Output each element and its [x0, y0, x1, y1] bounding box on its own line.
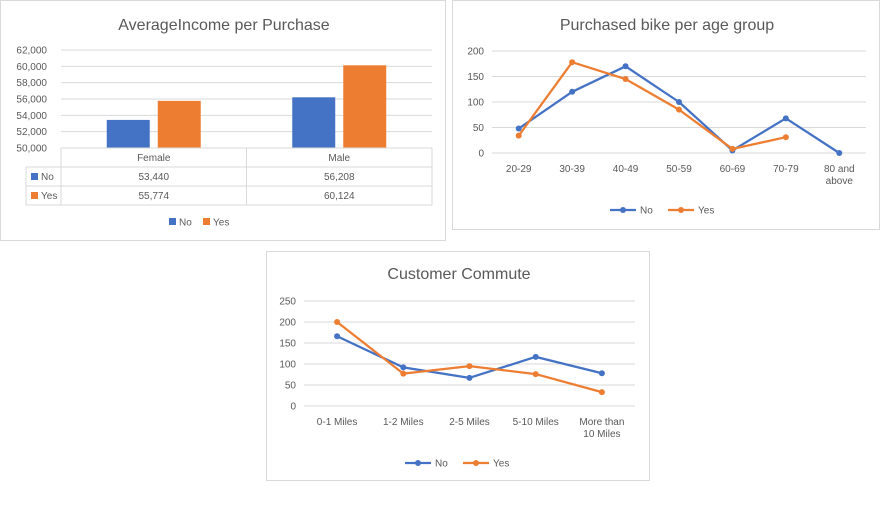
age-chart: Purchased bike per age group 0 50 100 150 200…	[467, 17, 866, 217]
legend-marker-no	[415, 460, 421, 466]
data-point-no	[622, 63, 629, 70]
table-value: 56,208	[324, 172, 355, 183]
legend-label-yes: Yes	[698, 206, 714, 217]
data-point-yes	[729, 145, 736, 152]
x-tick-label: 0-1 Miles	[317, 417, 358, 428]
data-point-no	[334, 333, 341, 340]
data-point-yes	[676, 106, 682, 113]
legend-label-yes: Yes	[493, 459, 509, 470]
y-tick-label: 52,000	[16, 127, 47, 138]
legend-label-yes: Yes	[213, 218, 229, 229]
data-point-yes	[515, 132, 522, 139]
y-tick-label: 0	[290, 402, 296, 413]
commute-chart: Customer Commute 0 50 100 150 200 250 0-1 Miles…	[279, 266, 635, 470]
x-tick-label: 30-39	[559, 164, 585, 175]
y-tick-label: 50,000	[16, 144, 47, 155]
data-point-no	[676, 99, 682, 105]
data-point-yes	[334, 319, 341, 325]
y-tick-label: 200	[467, 47, 484, 58]
x-category-label: Female	[137, 153, 171, 164]
y-tick-label: 50	[473, 123, 485, 134]
commute-chart-panel: Customer Commute 0 50 100 150 200 250 0-1 Miles…	[266, 251, 650, 481]
y-tick-label: 0	[478, 149, 484, 160]
y-tick-label: 60,000	[16, 62, 47, 73]
data-point-yes	[782, 134, 789, 141]
data-point-yes	[532, 371, 539, 378]
legend-label-no: No	[640, 206, 653, 217]
data-point-no	[400, 364, 407, 371]
series-line-yes	[517, 61, 787, 151]
bar-yes	[343, 65, 387, 148]
table-value: 53,440	[138, 172, 169, 183]
table-series-name: No	[41, 172, 54, 183]
table-series-name: Yes	[41, 191, 57, 202]
data-point-no	[782, 115, 789, 122]
table-swatch-yes	[31, 192, 38, 199]
bar-yes	[157, 100, 201, 148]
bar-no	[106, 119, 150, 148]
y-tick-label: 50	[285, 381, 297, 392]
y-tick-label: 62,000	[16, 46, 47, 57]
y-tick-label: 250	[279, 297, 296, 308]
x-tick-label: 2-5 Miles	[449, 417, 490, 428]
chart-title: Purchased bike per age group	[560, 17, 774, 34]
income-chart: AverageIncome per Purchase 50,000 52,000 54…	[16, 17, 433, 229]
y-tick-label: 100	[467, 98, 484, 109]
table-value: 60,124	[324, 191, 355, 202]
data-point-no	[598, 370, 605, 377]
data-point-no	[466, 374, 473, 381]
data-point-no	[515, 125, 522, 132]
data-point-no	[569, 88, 576, 95]
chart-title: AverageIncome per Purchase	[118, 17, 329, 34]
data-point-yes	[569, 59, 576, 66]
legend-marker-yes	[678, 207, 684, 213]
x-tick-label: More than 10 Miles	[579, 417, 624, 440]
y-tick-label: 100	[279, 360, 296, 371]
data-point-no	[532, 353, 539, 360]
data-point-yes	[598, 389, 605, 396]
legend-label-no: No	[179, 218, 192, 229]
income-chart-panel: AverageIncome per Purchase 50,000 52,000 54…	[0, 0, 446, 241]
data-point-yes	[466, 363, 473, 370]
x-tick-label: 80 and above	[824, 164, 855, 187]
legend-marker-no	[620, 207, 626, 213]
table-swatch-no	[31, 173, 38, 180]
x-tick-label: 20-29	[506, 164, 532, 175]
x-tick-label: 50-59	[666, 164, 692, 175]
x-category-label: Male	[328, 153, 350, 164]
data-point-yes	[400, 370, 407, 377]
y-tick-label: 54,000	[16, 111, 47, 122]
bar-no	[292, 97, 336, 148]
data-point-no	[836, 150, 843, 156]
y-tick-label: 200	[279, 318, 296, 329]
x-tick-label: 40-49	[613, 164, 639, 175]
data-point-yes	[622, 76, 629, 83]
table-value: 55,774	[138, 191, 169, 202]
x-tick-label: 70-79	[773, 164, 799, 175]
y-tick-label: 150	[467, 72, 484, 83]
x-tick-label: 5-10 Miles	[513, 417, 559, 428]
series-line-yes	[336, 321, 603, 394]
x-tick-label: 1-2 Miles	[383, 417, 424, 428]
legend-swatch-yes	[203, 218, 210, 225]
y-tick-label: 150	[279, 339, 296, 350]
chart-title: Customer Commute	[387, 266, 530, 283]
legend-marker-yes	[473, 460, 479, 466]
y-tick-label: 56,000	[16, 95, 47, 106]
y-tick-label: 58,000	[16, 78, 47, 89]
legend-swatch-no	[169, 218, 176, 225]
x-tick-label: 60-69	[720, 164, 746, 175]
age-chart-panel: Purchased bike per age group 0 50 100 150 200…	[452, 0, 880, 230]
legend-label-no: No	[435, 459, 448, 470]
